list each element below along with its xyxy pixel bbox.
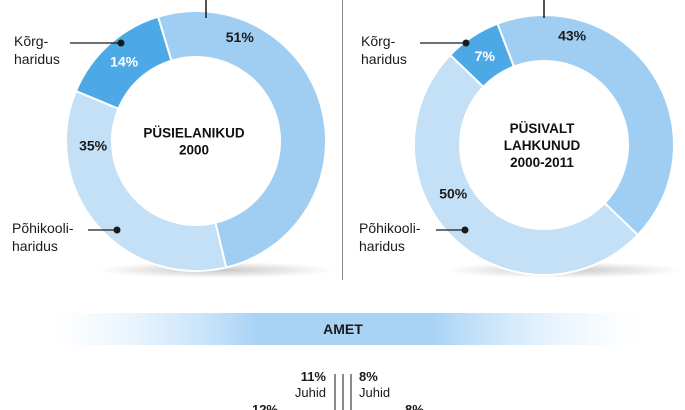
leader-dot-pohi — [113, 226, 121, 234]
slice-kesk — [496, 14, 675, 237]
slice-pohi — [65, 89, 228, 272]
donut-pusielanikud: 51% 35% 14% PÜSIELANIKUD 2000 Kõrg-haridus Põh… — [12, 0, 336, 278]
amet-left-value-2: 12% — [252, 402, 278, 410]
donut-title-line: LAHKUNUD — [504, 138, 581, 153]
annotation-pohi: haridus — [359, 238, 405, 254]
slice-kesk — [156, 10, 327, 269]
amet-right-juhid-label: Juhid — [359, 385, 390, 400]
annotation-korg: haridus — [14, 51, 60, 67]
donut-title-line: PÜSIELANIKUD — [143, 126, 245, 141]
annotation-pohi: Põhikooli- — [12, 220, 74, 236]
slice-label-korg: 14% — [110, 54, 139, 70]
leader-dot-korg — [117, 39, 125, 47]
amet-section: AMET 11% Juhid 8% Juhid 12% 8% — [50, 313, 640, 410]
amet-title: AMET — [323, 321, 363, 337]
slice-label-korg: 7% — [475, 48, 496, 64]
slice-korg — [448, 22, 516, 89]
donut-pusivalt-lahkunud: 43% 50% 7% PÜSIVALT LAHKUNUD 2000-2011 Kõrg-ha… — [359, 0, 684, 278]
slice-label-kesk: 51% — [226, 29, 255, 45]
annotation-pohi: haridus — [12, 238, 58, 254]
annotation-korg: Kõrg- — [14, 33, 49, 49]
amet-right-value-2: 8% — [405, 402, 424, 410]
leader-dot-pohi — [461, 226, 469, 234]
donut-title-line: PÜSIVALT — [510, 121, 576, 136]
slice-label-pohi: 35% — [79, 137, 108, 153]
annotation-korg: haridus — [361, 51, 407, 67]
amet-left-juhid-label: Juhid — [295, 385, 326, 400]
amet-right-juhid-value: 8% — [359, 369, 378, 384]
amet-left-juhid-value: 11% — [301, 369, 327, 384]
donut-title-line: 2000 — [179, 143, 209, 158]
slice-pohi — [413, 53, 640, 276]
annotation-korg: Kõrg- — [361, 33, 396, 49]
leader-dot-korg — [462, 39, 470, 47]
slice-korg — [74, 15, 173, 111]
annotation-pohi: Põhikooli- — [359, 220, 421, 236]
slice-label-kesk: 43% — [558, 28, 587, 44]
slice-label-pohi: 50% — [439, 186, 468, 202]
amet-band — [50, 313, 640, 345]
donut-title-line: 2000-2011 — [510, 155, 574, 170]
